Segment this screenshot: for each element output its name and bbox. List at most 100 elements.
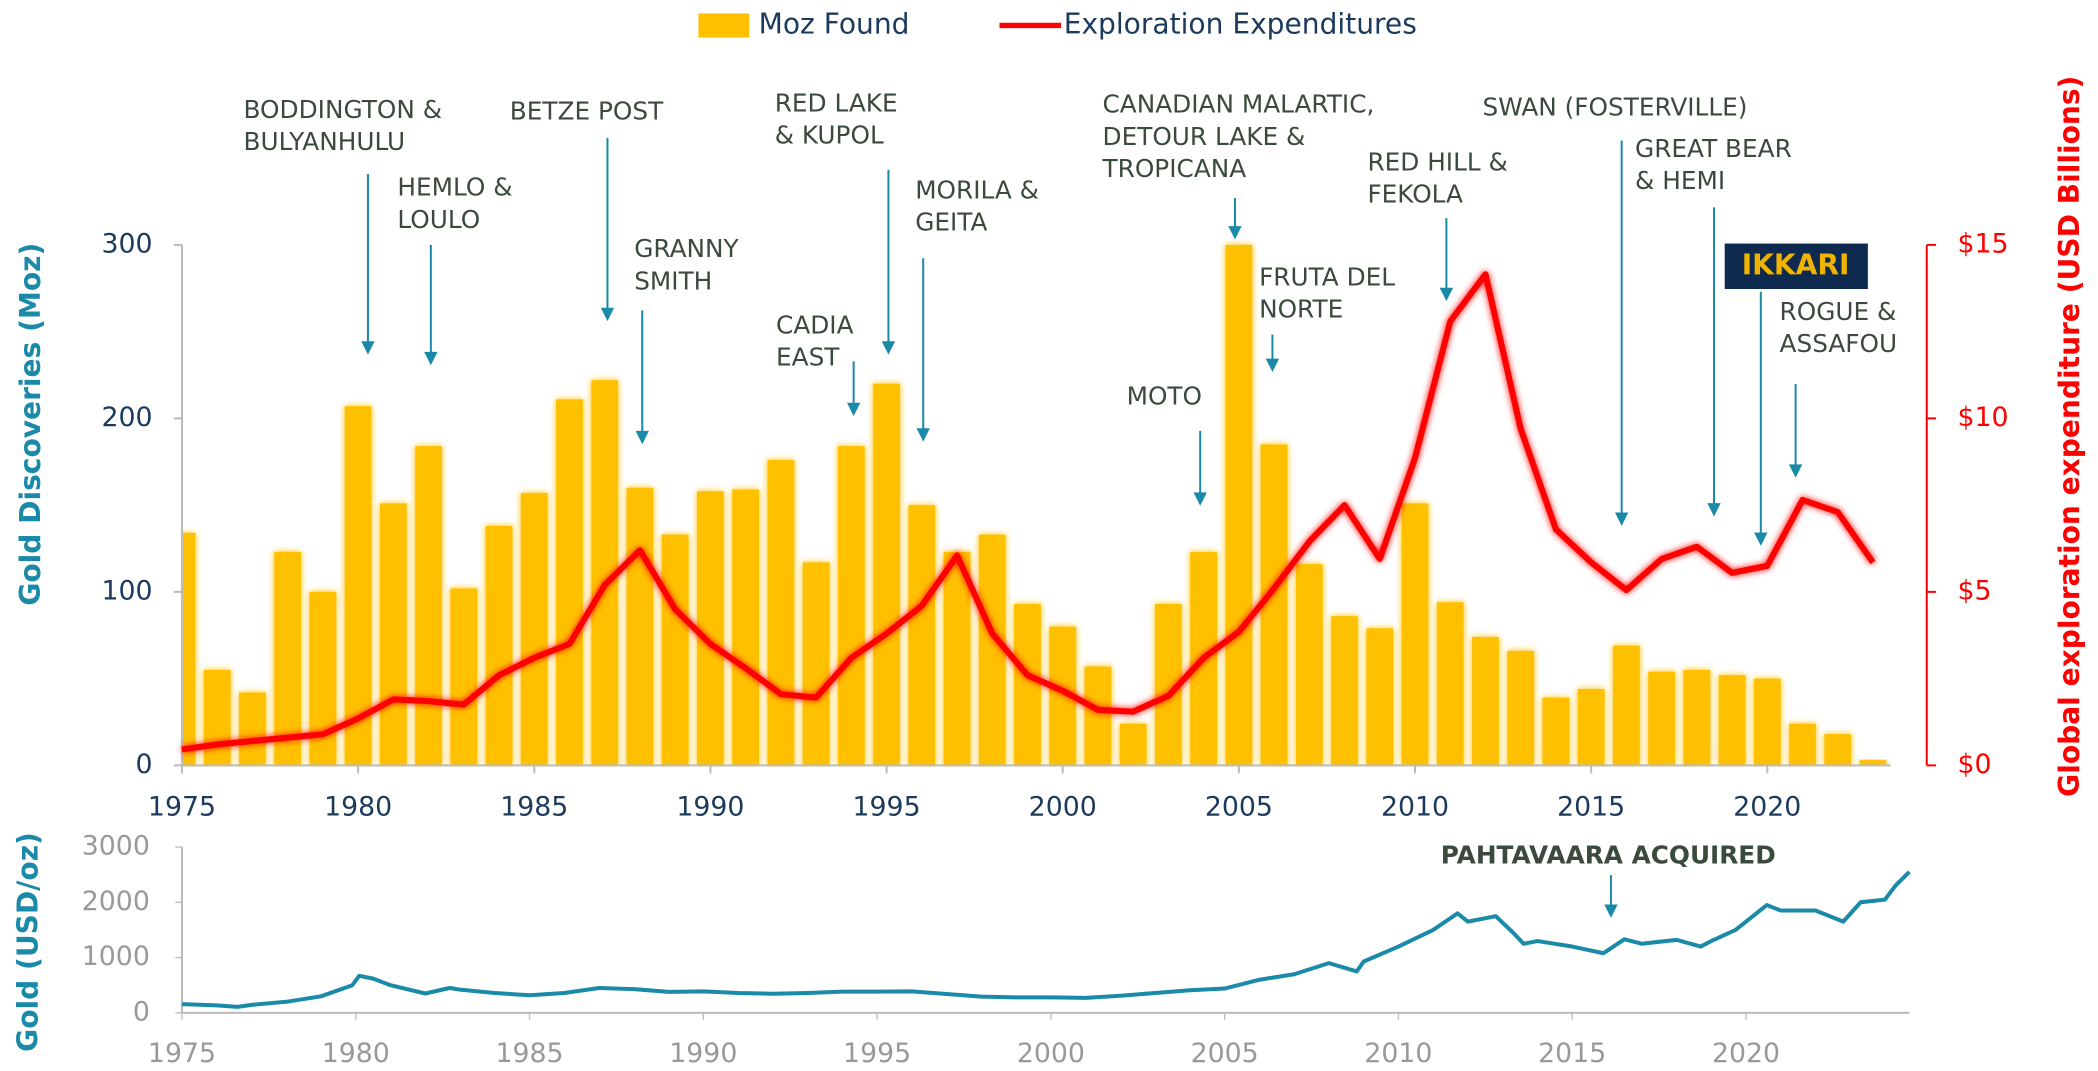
bar (450, 588, 478, 766)
bar (1683, 669, 1711, 766)
bar (1859, 760, 1887, 766)
bar (1507, 650, 1535, 766)
annotation: FRUTA DEL (1259, 262, 1395, 291)
annotation-arrowhead (1265, 358, 1280, 372)
x-tick-label: 2015 (1557, 792, 1625, 823)
y2-tick-label: $0 (1958, 749, 1992, 780)
annotation-arrowhead (600, 307, 615, 322)
annotation: & KUPOL (775, 121, 884, 150)
bar (1824, 734, 1852, 766)
bar (1295, 564, 1323, 766)
x-tick-label: 2015 (1538, 1038, 1606, 1069)
bar (239, 692, 266, 766)
bar (873, 383, 900, 766)
annotation: TROPICANA (1102, 154, 1247, 183)
annotation: PAHTAVAARA ACQUIRED (1441, 840, 1776, 869)
legend: Moz Found Exploration Expenditures (698, 7, 1417, 40)
annotation: CANADIAN MALARTIC, (1103, 90, 1375, 119)
annotation: MORILA & (915, 175, 1039, 204)
x-tick-label: 1995 (853, 792, 921, 823)
annotation: NORTE (1259, 294, 1343, 323)
bar (309, 591, 337, 766)
annotation-arrowhead (1193, 492, 1207, 506)
annotation-arrowhead (1604, 904, 1618, 918)
x-tick-label: 1985 (495, 1038, 563, 1069)
x-tick-label: 2000 (1029, 792, 1097, 823)
x-tick-label: 2020 (1733, 792, 1801, 823)
bar (1260, 444, 1288, 766)
y-tick-label: 1000 (82, 941, 150, 972)
y-tick-label: 200 (101, 402, 152, 433)
x-tick-label: 2000 (1017, 1038, 1085, 1069)
bar (1225, 244, 1253, 766)
bar (556, 399, 583, 766)
y-tick-label: 100 (101, 575, 152, 606)
x-tick-label: 1975 (148, 1038, 216, 1069)
y2-tick-label: $5 (1958, 575, 1992, 606)
bar (1472, 636, 1499, 766)
legend-label: Moz Found (759, 7, 910, 40)
bar (802, 562, 830, 766)
x-tick-label: 2005 (1205, 792, 1273, 823)
annotation: BETZE POST (510, 96, 664, 125)
x-tick-label: 2010 (1364, 1038, 1432, 1069)
annotation-box (1724, 243, 1868, 290)
x-tick-label: 1985 (500, 792, 568, 823)
bar (1119, 723, 1147, 766)
y-axis-title: Gold (USD/oz) (11, 832, 44, 1052)
x-tick-label: 1990 (676, 792, 744, 823)
bar (1014, 604, 1041, 766)
annotation: IKKARI (1742, 248, 1850, 281)
bar (1366, 628, 1394, 766)
bar (203, 669, 231, 766)
line (181, 271, 1876, 753)
bar (732, 489, 760, 766)
line (181, 870, 1911, 1009)
y-tick-label: 0 (133, 996, 150, 1027)
annotation-arrowhead (1754, 532, 1768, 546)
annotation-arrowhead (1614, 512, 1629, 526)
annotation: RED LAKE (775, 88, 898, 117)
annotation: BULYANHULU (244, 127, 406, 156)
annotation: SMITH (634, 266, 712, 295)
x-tick-label: 1975 (148, 792, 216, 823)
annotation-arrowhead (846, 402, 861, 417)
annotation-arrowhead (635, 430, 649, 445)
plot-area (181, 244, 1887, 766)
annotation: MOTO (1127, 381, 1202, 410)
annotation: RED HILL & (1367, 147, 1507, 176)
x-tick-label: 2020 (1712, 1038, 1780, 1069)
bar (1084, 666, 1112, 766)
annotation: FEKOLA (1367, 179, 1463, 208)
annotation: GREAT BEAR (1635, 134, 1792, 163)
bar (1648, 671, 1675, 766)
annotation: LOULO (397, 205, 480, 234)
bar (767, 460, 795, 766)
annotation-arrowhead (1788, 464, 1803, 478)
legend-label: Exploration Expenditures (1064, 7, 1417, 40)
bar (1401, 503, 1429, 766)
bar (1542, 697, 1570, 766)
annotation: ROGUE & (1780, 297, 1897, 326)
bar (181, 532, 196, 766)
annotation: & HEMI (1635, 166, 1725, 195)
bar (837, 446, 865, 766)
y-tick-label: 300 (101, 228, 152, 259)
bar (415, 446, 442, 766)
y-tick-label: 0 (136, 749, 153, 780)
bar (1331, 616, 1358, 766)
x-tick-label: 1990 (669, 1038, 737, 1069)
y2-tick-label: $10 (1958, 402, 2009, 433)
bar (379, 503, 407, 766)
y2-tick-label: $15 (1958, 228, 2009, 259)
bar (1718, 675, 1746, 766)
y2-axis-title: Global exploration expenditure (USD Bill… (2053, 76, 2086, 797)
bar (626, 487, 654, 766)
annotation-arrowhead (1707, 503, 1721, 517)
y-tick-label: 3000 (82, 830, 150, 861)
annotation: GRANNY (634, 234, 739, 263)
annotation: EAST (776, 343, 840, 372)
annotation: HEMLO & (397, 173, 512, 202)
bar (1436, 602, 1464, 766)
x-tick-label: 2005 (1191, 1038, 1259, 1069)
